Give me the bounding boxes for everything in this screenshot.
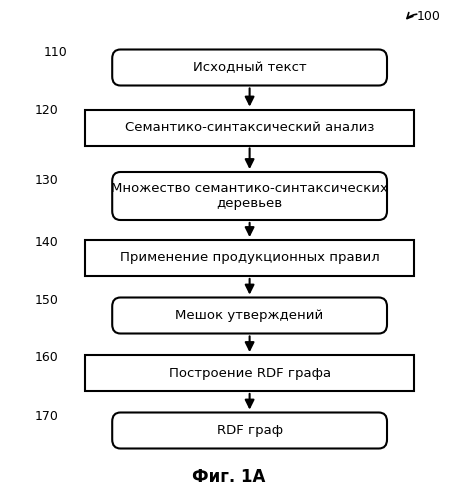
Text: 120: 120 — [34, 104, 58, 118]
Text: Исходный текст: Исходный текст — [193, 61, 306, 74]
Text: 100: 100 — [416, 10, 440, 24]
FancyBboxPatch shape — [85, 240, 414, 276]
Text: 130: 130 — [34, 174, 58, 188]
Text: Мешок утверждений: Мешок утверждений — [175, 309, 324, 322]
Text: Фиг. 1А: Фиг. 1А — [192, 468, 266, 486]
FancyBboxPatch shape — [112, 298, 387, 334]
Text: Построение RDF графа: Построение RDF графа — [169, 366, 331, 380]
Text: 170: 170 — [34, 410, 58, 423]
Text: Семантико-синтаксический анализ: Семантико-синтаксический анализ — [125, 121, 374, 134]
Text: RDF граф: RDF граф — [217, 424, 283, 437]
Text: 140: 140 — [34, 236, 58, 249]
Text: Применение продукционных правил: Применение продукционных правил — [120, 252, 380, 264]
FancyBboxPatch shape — [112, 412, 387, 448]
Text: 150: 150 — [34, 294, 58, 306]
FancyBboxPatch shape — [112, 50, 387, 86]
Text: 160: 160 — [34, 351, 58, 364]
FancyBboxPatch shape — [85, 355, 414, 391]
Text: 110: 110 — [44, 46, 67, 59]
FancyBboxPatch shape — [112, 172, 387, 220]
FancyBboxPatch shape — [85, 110, 414, 146]
Text: Множество семантико-синтаксических
деревьев: Множество семантико-синтаксических дерев… — [111, 182, 388, 210]
